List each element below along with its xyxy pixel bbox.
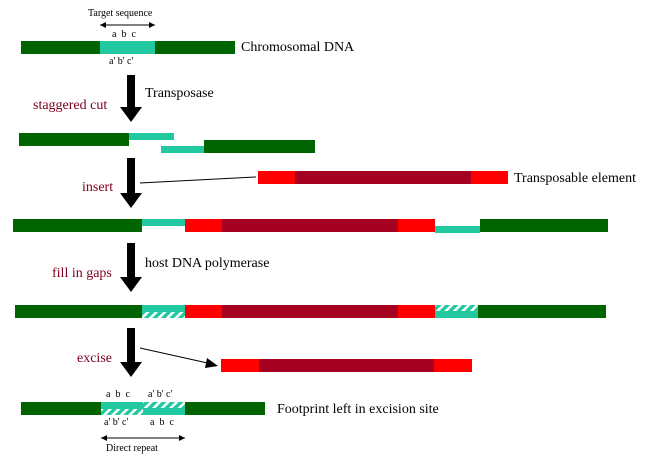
inserted-te-right-end (398, 219, 435, 232)
footprint-abc-left-label: a b c (106, 389, 130, 400)
footprint-right-top (143, 402, 185, 408)
staggered-cut-label: staggered cut (33, 98, 108, 113)
cut-left-chromosome (19, 133, 129, 146)
footprint-abc-right-label: a b c (150, 417, 174, 428)
chromosome-segment-right (155, 41, 235, 54)
transposable-element-label: Transposable element (514, 171, 636, 186)
filled-right-new-strand (435, 305, 478, 311)
direct-repeat-arrowhead-left (101, 435, 107, 441)
te-right-end (471, 171, 508, 184)
footprint-abc-prime-right-label: a' b' c' (148, 389, 173, 400)
footprint-label: Footprint left in excision site (277, 402, 439, 417)
te-body (295, 171, 471, 184)
filled-right-bottom-strand (435, 311, 478, 318)
down-arrow-3 (120, 243, 142, 292)
filled-te-left-end (185, 305, 222, 318)
inserted-left-chromosome (13, 219, 142, 232)
excise-label: excise (77, 351, 112, 366)
filled-left-top-strand (142, 305, 185, 312)
down-arrow-1 (120, 75, 142, 122)
transposase-label: Transposase (145, 86, 214, 101)
direct-repeat-arrowhead-right (179, 435, 185, 441)
filled-te-body (222, 305, 398, 318)
target-span-arrowhead-left (100, 22, 106, 28)
down-arrow-2 (120, 158, 142, 208)
inserted-right-overhang (435, 226, 480, 233)
filled-right-chromosome (478, 305, 606, 318)
cut-left-overhang (129, 133, 174, 140)
excised-te-right-end (434, 359, 472, 372)
filled-te-right-end (398, 305, 435, 318)
abc-top-label: a b c (112, 29, 136, 40)
down-arrow-4 (120, 328, 142, 377)
footprint-left-bottom (101, 409, 143, 415)
cut-right-overhang (161, 146, 204, 153)
excised-te-body (259, 359, 434, 372)
excised-te-left-end (221, 359, 259, 372)
filled-left-chromosome (15, 305, 142, 318)
excised-element (139, 347, 472, 372)
target-sequence-label: Target sequence (88, 8, 153, 19)
abc-prime-top-label: a' b' c' (109, 56, 134, 67)
footprint-right-bottom (143, 408, 185, 415)
direct-repeat-label: Direct repeat (106, 443, 158, 454)
filled-left-new-strand (142, 312, 185, 318)
inserted-left-overhang (142, 219, 185, 226)
row-inserted (13, 219, 608, 233)
insert-label: insert (82, 180, 114, 195)
te-left-end (258, 171, 295, 184)
cut-right-chromosome (204, 140, 315, 153)
excise-pointer-line (139, 347, 213, 365)
insert-pointer-line (139, 176, 257, 184)
host-dna-polymerase-label: host DNA polymerase (145, 256, 270, 271)
chromosomal-dna-label: Chromosomal DNA (241, 40, 355, 55)
transposable-element-free (139, 171, 508, 184)
chromosome-segment-left (21, 41, 100, 54)
inserted-right-chromosome (480, 219, 608, 232)
excise-pointer-arrowhead (205, 358, 218, 368)
target-span-arrowhead-right (149, 22, 155, 28)
footprint-left-chromosome (21, 402, 101, 415)
row-filled (15, 305, 606, 318)
footprint-abc-prime-left-label: a' b' c' (104, 417, 129, 428)
fill-in-gaps-label: fill in gaps (52, 266, 112, 281)
inserted-te-body (222, 219, 398, 232)
footprint-right-chromosome (185, 402, 265, 415)
target-sequence-segment (100, 41, 155, 54)
inserted-te-left-end (185, 219, 222, 232)
row-footprint (21, 402, 265, 441)
footprint-left-top (101, 402, 143, 409)
row-chromosomal-dna (21, 22, 235, 54)
row-staggered-cut (19, 133, 315, 153)
